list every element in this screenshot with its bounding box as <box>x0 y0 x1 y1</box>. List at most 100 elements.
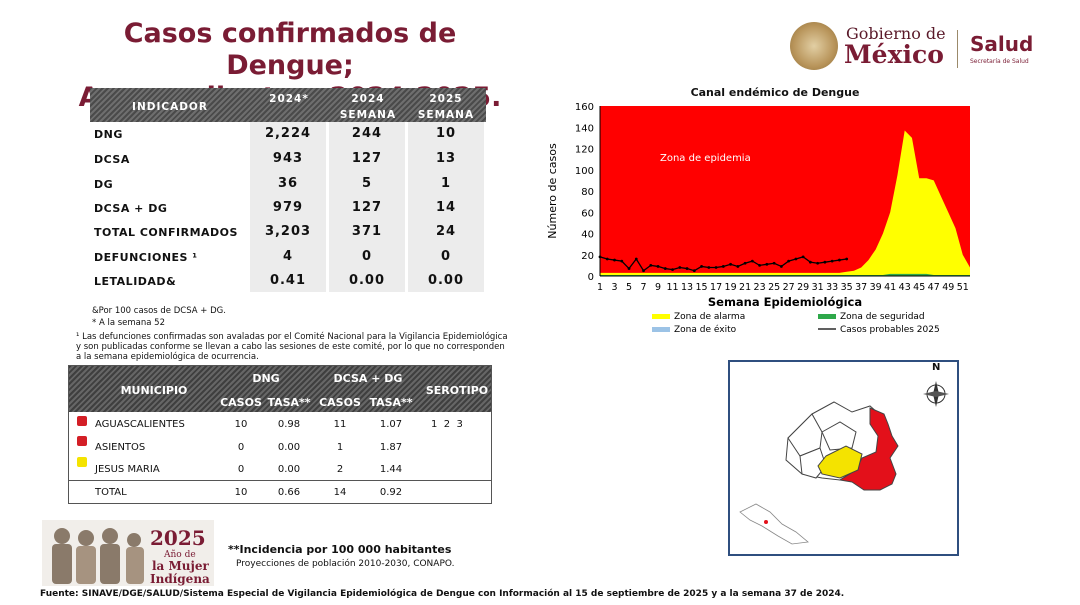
mujer-indigena-badge: 2025 Año de la Mujer Indígena <box>42 520 214 586</box>
x-tick-label: 3 <box>611 282 617 293</box>
casos-probables-point <box>692 269 696 273</box>
cell: 14 <box>333 487 347 498</box>
gobierno-mexico-logo: Gobierno de México Salud Secretaría de S… <box>790 20 1040 76</box>
header-dcsa-casos: CASOS <box>319 396 361 409</box>
cell: 1.44 <box>379 464 403 475</box>
x-tick-label: 5 <box>626 282 632 293</box>
cell-def-sem2025: 0 <box>440 249 452 264</box>
cell-dcsa-sem2025: 13 <box>435 151 457 166</box>
x-tick-label: 35 <box>841 282 853 293</box>
cell: 10 <box>234 419 248 430</box>
casos-probables-point <box>743 261 747 265</box>
casos-probables-point <box>787 259 791 263</box>
cell: 0 <box>237 442 245 453</box>
cell: 0.98 <box>277 419 301 430</box>
col-2025-semana-bg <box>408 122 484 292</box>
x-tick-label: 41 <box>884 282 896 293</box>
casos-probables-point <box>613 258 616 262</box>
logo-gobierno-text: Gobierno de <box>846 24 946 43</box>
cell-dng-2024: 2,224 <box>264 126 312 141</box>
x-tick-label: 7 <box>641 282 647 293</box>
note-semana52: * A la semana 52 <box>92 318 166 328</box>
casos-probables-point <box>634 257 638 261</box>
cell-total-2024: 3,203 <box>264 224 312 239</box>
cell: 1.07 <box>379 419 403 430</box>
note-defunciones-3: a la semana epidemiológica de ocurrencia… <box>76 352 259 362</box>
cell: 2 <box>336 464 344 475</box>
x-tick-label: 21 <box>739 282 751 293</box>
zona-alarma-area <box>600 130 970 276</box>
x-tick-label: 33 <box>826 282 838 293</box>
casos-probables-point <box>830 259 834 263</box>
header-2025: 2025 <box>429 93 463 105</box>
cell-total-sem2024: 371 <box>351 224 383 239</box>
legend-label-exito: Zona de éxito <box>674 324 737 334</box>
cell: 0.00 <box>277 464 301 475</box>
y-tick-label: 140 <box>575 123 594 134</box>
header-dcsa-dg: DCSA + DG <box>333 372 403 385</box>
x-tick-label: 17 <box>710 282 722 293</box>
cell-dcsadg-sem2025: 14 <box>435 200 457 215</box>
x-tick-label: 45 <box>913 282 925 293</box>
status-red-icon <box>77 436 87 446</box>
cell-dcsadg-2024: 979 <box>272 200 304 215</box>
zona-epidemia-annotation: Zona de epidemia <box>660 153 751 164</box>
cell-let-2024: 0.41 <box>269 273 307 288</box>
casos-probables-point <box>758 263 762 267</box>
source-footer: Fuente: SINAVE/DGE/SALUD/Sistema Especia… <box>40 589 845 599</box>
casos-probables-point <box>721 265 725 268</box>
casos-probables-point <box>801 255 805 259</box>
zona-seguridad-area <box>600 273 970 276</box>
row-label-dg: DG <box>94 178 114 191</box>
header-2025-semana: SEMANA <box>417 109 475 121</box>
casos-probables-point <box>772 261 776 265</box>
legend-swatch-exito <box>652 327 670 332</box>
header-dng: DNG <box>252 372 280 385</box>
compass-north-label: N <box>932 362 941 373</box>
logo-mexico-text: México <box>844 40 944 69</box>
x-tick-label: 29 <box>797 282 809 293</box>
indicator-table-header <box>90 88 486 122</box>
cell-dcsa-sem2024: 127 <box>351 151 383 166</box>
y-tick-label: 120 <box>575 145 594 156</box>
state-map: N <box>728 360 959 556</box>
x-tick-label: 37 <box>855 282 867 293</box>
col-2024-bg <box>250 122 326 292</box>
row-label-defunciones: DEFUNCIONES ¹ <box>94 251 198 264</box>
casos-probables-point <box>714 266 718 269</box>
x-tick-label: 13 <box>681 282 693 293</box>
municipio-total: TOTAL <box>95 487 127 498</box>
red-municipios-shape <box>838 407 899 491</box>
status-yellow-icon <box>77 457 87 467</box>
women-illustration-icon <box>52 528 144 584</box>
x-tick-label: 23 <box>754 282 766 293</box>
row-label-dng: DNG <box>94 128 123 141</box>
casos-probables-point <box>649 263 653 267</box>
serotipo-cell: 1 2 3 <box>431 419 463 430</box>
casos-probables-point <box>598 255 602 259</box>
x-tick-label: 43 <box>899 282 911 293</box>
header-dng-casos: CASOS <box>220 396 262 409</box>
jesus-maria-shape <box>817 445 863 479</box>
y-tick-label: 60 <box>581 208 594 219</box>
x-tick-label: 19 <box>725 282 737 293</box>
header-2024-total: 2024* <box>269 93 309 105</box>
casos-probables-point <box>685 267 689 270</box>
cell-let-sem2025: 0.00 <box>427 273 465 288</box>
casos-probables-point <box>627 267 631 270</box>
y-axis-label: Número de casos <box>546 143 559 239</box>
x-tick-label: 15 <box>696 282 708 293</box>
row-label-letalidad: LETALIDAD& <box>94 275 177 288</box>
casos-probables-point <box>663 267 667 270</box>
casos-probables-point <box>750 259 754 263</box>
legend-label-seguridad: Zona de seguridad <box>840 312 925 322</box>
casos-probables-point <box>808 260 812 264</box>
cell-dcsa-2024: 943 <box>272 151 304 166</box>
cell: 10 <box>234 487 248 498</box>
cell: 0 <box>237 464 245 475</box>
chart-title: Canal endémico de Dengue <box>690 86 860 99</box>
x-tick-label: 51 <box>957 282 969 293</box>
casos-probables-point <box>656 265 660 268</box>
cell: 0.66 <box>277 487 301 498</box>
casos-probables-point <box>642 269 645 273</box>
